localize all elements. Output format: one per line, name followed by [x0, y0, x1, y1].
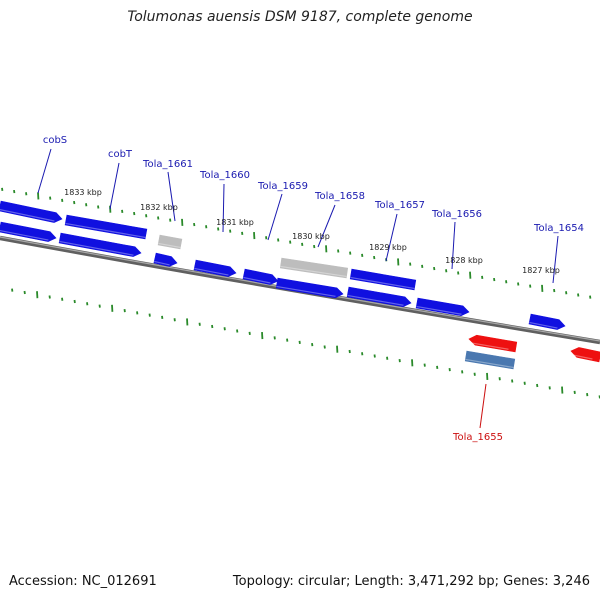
leader-line	[222, 183, 225, 233]
leader-line	[552, 235, 559, 284]
kbp-label: 1829 kbp	[369, 243, 407, 252]
gene-label: Tola_1655	[452, 432, 503, 443]
gene-label: Tola_1660	[199, 170, 250, 181]
kbp-label: 1832 kbp	[140, 203, 178, 212]
gene-arrow-highlight	[280, 265, 347, 278]
kbp-label: 1827 kbp	[522, 266, 560, 275]
gene-arrow-highlight	[465, 358, 514, 369]
gene-arrow	[415, 297, 470, 317]
leader-line	[167, 171, 176, 222]
gene-arrow	[153, 252, 178, 267]
genome-backbone	[0, 235, 600, 345]
gene-arrow-highlight	[468, 341, 509, 350]
gene-arrow-highlight	[350, 276, 415, 290]
outer-tick-ring	[1, 187, 592, 299]
kbp-label: 1833 kbp	[64, 188, 102, 197]
gene-arrow-highlight	[158, 242, 181, 249]
gene-label: Tola_1661	[142, 159, 193, 170]
leader-line	[317, 204, 336, 248]
gene-label: Tola_1659	[257, 181, 308, 192]
gene-arrow-highlight	[0, 229, 49, 241]
gene-arrow-highlight	[570, 353, 593, 360]
gene-arrow-highlight	[347, 294, 404, 306]
leader-line	[385, 213, 398, 262]
kbp-labels: 1833 kbp 1832 kbp 1831 kbp 1830 kbp 1829 kbp…	[64, 188, 560, 275]
gene-arrow	[570, 347, 600, 363]
gene-label: Tola_1654	[533, 223, 584, 234]
leader-line	[37, 148, 52, 194]
gene-arrow	[464, 350, 516, 370]
gene-arrow	[346, 286, 412, 308]
gene-labels: cobS cobT Tola_1661 Tola_1660 Tola_1659 Tola_…	[37, 135, 584, 443]
gene-label: Tola_1657	[374, 200, 425, 211]
gene-arrow	[349, 268, 417, 291]
gene-arrow-highlight	[154, 260, 170, 266]
gene-label: Tola_1656	[431, 209, 482, 220]
gene-label: Tola_1658	[314, 191, 365, 202]
gene-arrow-highlight	[65, 222, 146, 239]
genome-backbone-highlight	[0, 236, 600, 342]
gene-arrow	[279, 257, 349, 279]
gene-arrow	[157, 234, 183, 250]
gene-arrow-highlight	[416, 305, 462, 315]
gene-arrow-highlight	[243, 276, 271, 284]
kbp-label: 1828 kbp	[445, 256, 483, 265]
inner-tick-ring	[11, 288, 600, 399]
gene-arrow	[275, 277, 344, 299]
gene-arrow-highlight	[529, 321, 558, 329]
gene-arrow	[0, 221, 57, 242]
genome-summary-text: Topology: circular; Length: 3,471,292 bp…	[232, 574, 590, 589]
kbp-label: 1830 kbp	[292, 232, 330, 241]
kbp-label: 1831 kbp	[216, 218, 254, 227]
gene-arrow	[468, 334, 518, 353]
gene-arrow-highlight	[194, 267, 229, 276]
map-title: Tolumonas auensis DSM 9187, complete gen…	[127, 9, 473, 25]
gene-arrow	[58, 232, 142, 257]
gene-arrow	[242, 268, 279, 285]
gene-features	[0, 200, 600, 370]
gene-arrow	[0, 200, 63, 223]
leader-line	[109, 162, 120, 210]
gene-arrow-highlight	[59, 240, 134, 256]
accession-text: Accession: NC_012691	[9, 574, 157, 589]
gene-label: cobT	[108, 149, 133, 160]
gene-label: cobS	[43, 135, 67, 146]
leader-line	[451, 221, 456, 270]
gene-arrow	[64, 214, 148, 240]
gene-arrow-highlight	[0, 208, 55, 222]
leader-line	[267, 193, 283, 241]
leader-line	[479, 383, 487, 429]
gene-arrow	[528, 313, 566, 330]
gene-arrow-highlight	[276, 285, 336, 297]
gene-arrow	[193, 259, 237, 277]
